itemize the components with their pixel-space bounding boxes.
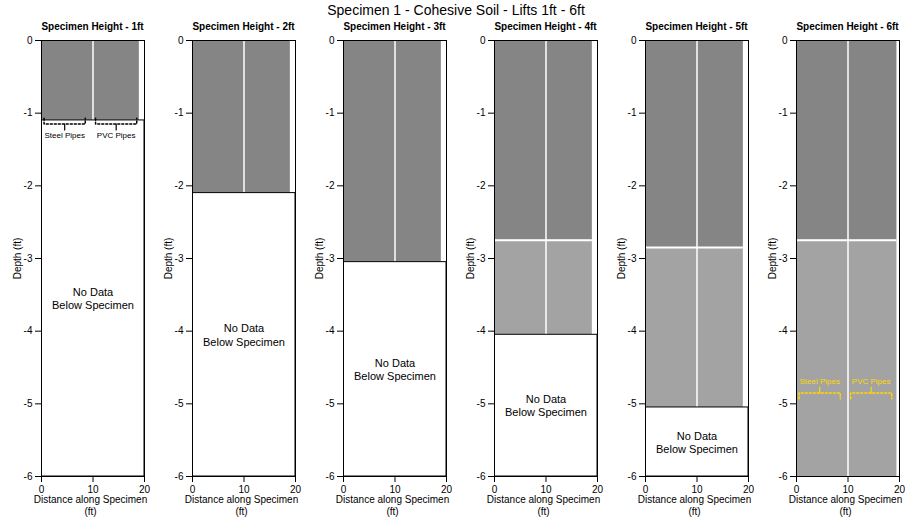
svg-text:-3: -3 <box>326 253 335 264</box>
svg-text:No DataBelow Specimen: No DataBelow Specimen <box>354 357 436 382</box>
svg-text:-4: -4 <box>477 325 486 336</box>
svg-text:No DataBelow Specimen: No DataBelow Specimen <box>203 322 285 347</box>
svg-text:-2: -2 <box>628 180 637 191</box>
svg-text:-3: -3 <box>24 253 33 264</box>
svg-text:No DataBelow Specimen: No DataBelow Specimen <box>656 430 738 455</box>
svg-text:Depth (ft): Depth (ft) <box>616 238 627 280</box>
svg-text:-3: -3 <box>779 253 788 264</box>
svg-text:0: 0 <box>480 35 486 46</box>
svg-text:20: 20 <box>592 484 604 494</box>
html-text:Specimen Height - 6ft: Specimen Height - 6ft <box>796 21 899 32</box>
svg-text:20: 20 <box>743 484 755 494</box>
svg-text:-4: -4 <box>326 325 335 336</box>
svg-text:20: 20 <box>441 484 453 494</box>
svg-text:Steel Pipes: Steel Pipes <box>44 131 84 140</box>
svg-text:-5: -5 <box>477 398 486 409</box>
html-text:Specimen Height - 5ft: Specimen Height - 5ft <box>645 21 748 32</box>
svg-text:0: 0 <box>794 484 800 494</box>
html-text:Distance along Specimen (ft): Distance along Specimen (ft) <box>335 494 450 517</box>
svg-text:-1: -1 <box>326 107 335 118</box>
svg-text:-2: -2 <box>779 180 788 191</box>
svg-text:10: 10 <box>842 484 854 494</box>
svg-text:-6: -6 <box>477 471 486 482</box>
html-text:Distance along Specimen (ft): Distance along Specimen (ft) <box>184 494 299 517</box>
svg-text:-5: -5 <box>24 398 33 409</box>
svg-text:0: 0 <box>492 484 498 494</box>
svg-text:-4: -4 <box>175 325 184 336</box>
svg-text:-2: -2 <box>24 180 33 191</box>
html-text:Distance along Specimen (ft): Distance along Specimen (ft) <box>788 494 903 517</box>
html-text:Distance along Specimen (ft): Distance along Specimen (ft) <box>637 494 752 517</box>
svg-text:-6: -6 <box>326 471 335 482</box>
svg-text:-6: -6 <box>628 471 637 482</box>
svg-text:-1: -1 <box>24 107 33 118</box>
svg-text:Steel Pipes: Steel Pipes <box>799 377 839 386</box>
html-text:Distance along Specimen (ft): Distance along Specimen (ft) <box>33 494 148 517</box>
svg-text:0: 0 <box>178 35 184 46</box>
svg-text:Depth (ft): Depth (ft) <box>163 238 174 280</box>
svg-text:20: 20 <box>894 484 906 494</box>
svg-text:10: 10 <box>691 484 703 494</box>
html-text:Distance along Specimen (ft): Distance along Specimen (ft) <box>486 494 601 517</box>
html-text:Specimen Height - 2ft: Specimen Height - 2ft <box>192 21 295 32</box>
svg-text:0: 0 <box>643 484 649 494</box>
svg-text:-6: -6 <box>175 471 184 482</box>
svg-text:-1: -1 <box>779 107 788 118</box>
svg-text:0: 0 <box>341 484 347 494</box>
svg-text:0: 0 <box>27 35 33 46</box>
svg-text:-4: -4 <box>628 325 637 336</box>
svg-text:-2: -2 <box>477 180 486 191</box>
svg-text:10: 10 <box>540 484 552 494</box>
svg-text:10: 10 <box>389 484 401 494</box>
svg-text:PVC Pipes: PVC Pipes <box>852 377 891 386</box>
svg-text:-2: -2 <box>175 180 184 191</box>
svg-text:-3: -3 <box>477 253 486 264</box>
svg-text:-1: -1 <box>175 107 184 118</box>
svg-text:Depth (ft): Depth (ft) <box>767 238 778 280</box>
svg-text:-4: -4 <box>779 325 788 336</box>
svg-text:-4: -4 <box>24 325 33 336</box>
svg-text:-5: -5 <box>779 398 788 409</box>
svg-text:10: 10 <box>238 484 250 494</box>
html-text:Specimen 1 - Cohesive Soil - L: Specimen 1 - Cohesive Soil - Lifts 1ft -… <box>327 2 585 18</box>
svg-text:-3: -3 <box>628 253 637 264</box>
svg-text:0: 0 <box>329 35 335 46</box>
svg-text:0: 0 <box>782 35 788 46</box>
html-text:Specimen Height - 1ft: Specimen Height - 1ft <box>41 21 144 32</box>
html-text:Specimen Height - 3ft: Specimen Height - 3ft <box>343 21 446 32</box>
svg-text:0: 0 <box>190 484 196 494</box>
svg-text:Depth (ft): Depth (ft) <box>12 238 23 280</box>
svg-text:PVC Pipes: PVC Pipes <box>97 131 136 140</box>
svg-text:No DataBelow Specimen: No DataBelow Specimen <box>505 393 587 418</box>
svg-text:20: 20 <box>139 484 151 494</box>
svg-text:Depth (ft): Depth (ft) <box>314 238 325 280</box>
svg-text:No DataBelow Specimen: No DataBelow Specimen <box>52 286 134 311</box>
svg-text:Depth (ft): Depth (ft) <box>465 238 476 280</box>
svg-text:-3: -3 <box>175 253 184 264</box>
html-text:Specimen Height - 4ft: Specimen Height - 4ft <box>494 21 597 32</box>
svg-text:10: 10 <box>87 484 99 494</box>
svg-text:-1: -1 <box>477 107 486 118</box>
svg-text:-1: -1 <box>628 107 637 118</box>
svg-text:-5: -5 <box>628 398 637 409</box>
svg-text:-2: -2 <box>326 180 335 191</box>
svg-text:-5: -5 <box>175 398 184 409</box>
svg-text:-6: -6 <box>779 471 788 482</box>
svg-text:20: 20 <box>290 484 302 494</box>
svg-text:-6: -6 <box>24 471 33 482</box>
svg-text:0: 0 <box>39 484 45 494</box>
svg-text:0: 0 <box>631 35 637 46</box>
svg-text:-5: -5 <box>326 398 335 409</box>
